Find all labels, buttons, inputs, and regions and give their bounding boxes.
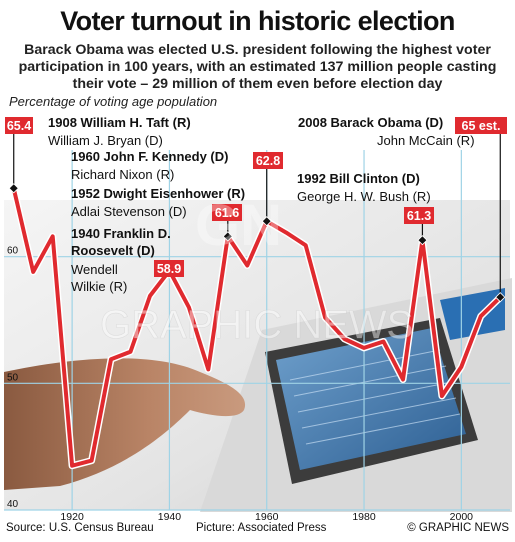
election-opponent-label: Richard Nixon (R) xyxy=(71,167,174,182)
opponent-line-1: Wendell xyxy=(71,262,118,277)
data-point xyxy=(480,315,482,318)
value-label-box xyxy=(154,260,184,277)
voting-machine-screen xyxy=(276,328,466,470)
footer: Source: U.S. Census Bureau Picture: Asso… xyxy=(6,522,509,534)
watermark-text: GRAPHIC NEWS xyxy=(100,303,413,347)
value-label: 65.4 xyxy=(7,119,31,133)
point-marker xyxy=(8,183,19,194)
election-winner-label: 1908 William H. Taft (R) xyxy=(48,115,191,130)
source-note: Source: U.S. Census Bureau xyxy=(6,522,154,534)
data-point xyxy=(363,347,365,349)
data-point xyxy=(207,368,210,371)
data-point xyxy=(149,295,151,297)
value-label-box xyxy=(253,152,283,169)
data-point xyxy=(71,464,73,467)
election-winner-label: 1960 John F. Kennedy (D) xyxy=(71,149,228,164)
y-tick-label: 60 xyxy=(7,246,19,257)
page-subtitle: Barack Obama was elected U.S. president … xyxy=(18,42,497,92)
data-point xyxy=(188,306,190,309)
value-label-box xyxy=(404,207,434,224)
election-opponent-label: George H. W. Bush (R) xyxy=(297,189,431,204)
x-tick-label: 1960 xyxy=(255,511,279,523)
data-point xyxy=(129,350,132,353)
x-tick-label: 1940 xyxy=(158,511,182,523)
value-label-box xyxy=(212,204,242,221)
data-point xyxy=(460,366,463,368)
data-point xyxy=(304,244,307,247)
election-opponent-label: Wendell Wilkie (R) xyxy=(71,262,127,294)
data-point xyxy=(32,271,34,273)
election-opponent-label: William J. Bryan (D) xyxy=(48,133,163,148)
data-point xyxy=(441,395,443,397)
x-tick-label: 2000 xyxy=(450,511,474,523)
election-winner-label: 1940 Franklin D. Roosevelt (D) xyxy=(71,226,171,258)
data-point xyxy=(90,459,93,462)
election-winner-label: 1992 Bill Clinton (D) xyxy=(297,171,420,186)
x-tick-label: 1980 xyxy=(352,511,376,523)
point-marker xyxy=(222,231,233,242)
election-opponent-label: Adlai Stevenson (D) xyxy=(71,204,187,219)
chart-annotations: 65.4 1908 William H. Taft (R) William J. B… xyxy=(5,115,507,303)
data-point xyxy=(110,358,112,361)
point-marker xyxy=(417,235,428,246)
opponent-line-2: Wilkie (R) xyxy=(71,279,127,294)
value-label: 62.8 xyxy=(256,154,280,168)
watermark: GN GRAPHIC NEWS xyxy=(100,193,414,347)
chart-series xyxy=(10,186,503,470)
watermark-logo: GN xyxy=(195,193,282,258)
y-tick-label: 50 xyxy=(7,372,19,383)
value-label: 61.3 xyxy=(407,209,431,223)
election-winner-label: 2008 Barack Obama (D) xyxy=(298,115,443,130)
point-marker xyxy=(261,216,272,227)
data-point xyxy=(285,231,287,234)
value-label: 58.9 xyxy=(157,262,181,276)
page-title: Voter turnout in historic election xyxy=(60,6,455,36)
data-point xyxy=(343,338,346,340)
election-opponent-label: John McCain (R) xyxy=(377,133,475,148)
picture-credit: Picture: Associated Press xyxy=(196,522,327,534)
value-label: 65 est. xyxy=(462,119,501,133)
point-marker xyxy=(495,292,506,303)
winner-line-2: Roosevelt (D) xyxy=(71,243,155,258)
value-label: 61.6 xyxy=(215,206,239,220)
y-tick-label: 40 xyxy=(7,499,19,510)
data-point xyxy=(324,316,326,319)
x-tick-label: 1920 xyxy=(60,511,84,523)
winner-line-1: 1940 Franklin D. xyxy=(71,226,171,241)
data-point xyxy=(51,235,54,238)
y-axis-label: Percentage of voting age population xyxy=(9,94,217,109)
machine-logo-panel xyxy=(440,288,505,340)
data-point xyxy=(402,378,404,381)
graphic-news-credit: © GRAPHIC NEWS xyxy=(407,522,509,534)
value-label-box xyxy=(455,117,507,134)
value-label-box xyxy=(5,117,33,134)
data-point xyxy=(382,340,385,343)
data-point xyxy=(246,264,249,267)
series-line xyxy=(11,186,503,468)
election-winner-label: 1952 Dwight Eisenhower (R) xyxy=(71,186,245,201)
